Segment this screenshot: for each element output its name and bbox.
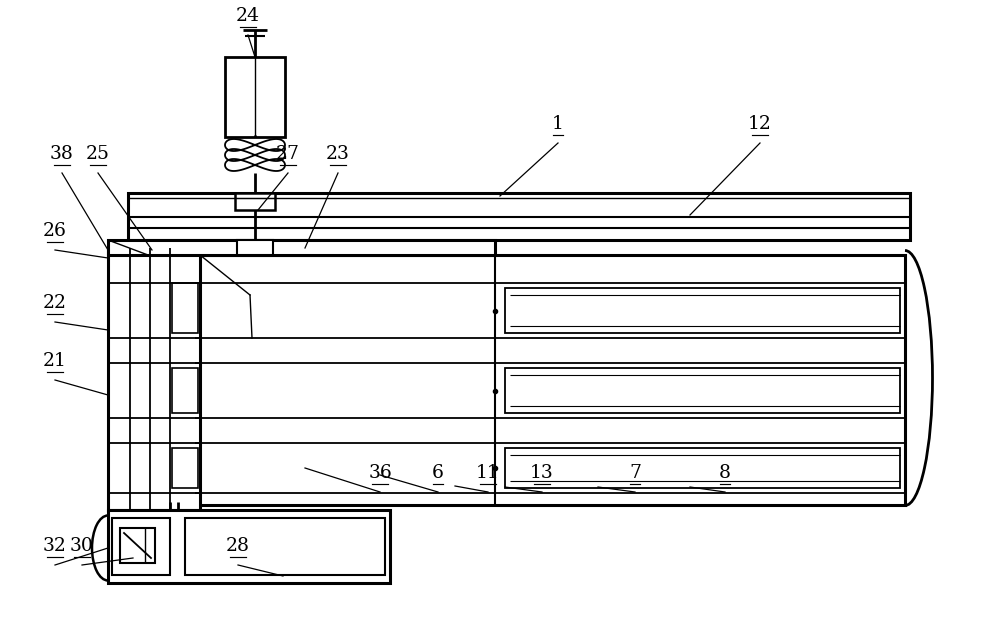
Bar [172, 368, 198, 413]
Text: 36: 36 [368, 464, 392, 482]
Text: 38: 38 [50, 145, 74, 163]
Text: 27: 27 [276, 145, 300, 163]
Bar [128, 193, 910, 240]
Bar [505, 288, 900, 333]
Bar [108, 248, 200, 510]
Bar [235, 193, 275, 210]
Text: 6: 6 [432, 464, 444, 482]
Bar [505, 368, 900, 413]
Text: 8: 8 [719, 464, 731, 482]
Bar [172, 283, 198, 333]
Bar [225, 57, 285, 137]
Bar [120, 528, 155, 563]
Bar [237, 240, 273, 255]
Text: 28: 28 [226, 537, 250, 555]
Text: 13: 13 [530, 464, 554, 482]
Text: 23: 23 [326, 145, 350, 163]
Text: 22: 22 [43, 294, 67, 312]
Bar [108, 510, 390, 583]
Text: 11: 11 [476, 464, 500, 482]
Bar [195, 255, 905, 505]
Text: 12: 12 [748, 115, 772, 133]
Text: 21: 21 [43, 352, 67, 370]
Text: 25: 25 [86, 145, 110, 163]
Text: 7: 7 [629, 464, 641, 482]
Text: 24: 24 [236, 7, 260, 25]
Bar [172, 448, 198, 488]
Text: 26: 26 [43, 222, 67, 240]
Text: 30: 30 [70, 537, 94, 555]
Bar [505, 448, 900, 488]
Bar [112, 518, 170, 575]
Text: 32: 32 [43, 537, 67, 555]
Bar [108, 240, 495, 255]
Bar [185, 518, 385, 575]
Text: 1: 1 [552, 115, 564, 133]
